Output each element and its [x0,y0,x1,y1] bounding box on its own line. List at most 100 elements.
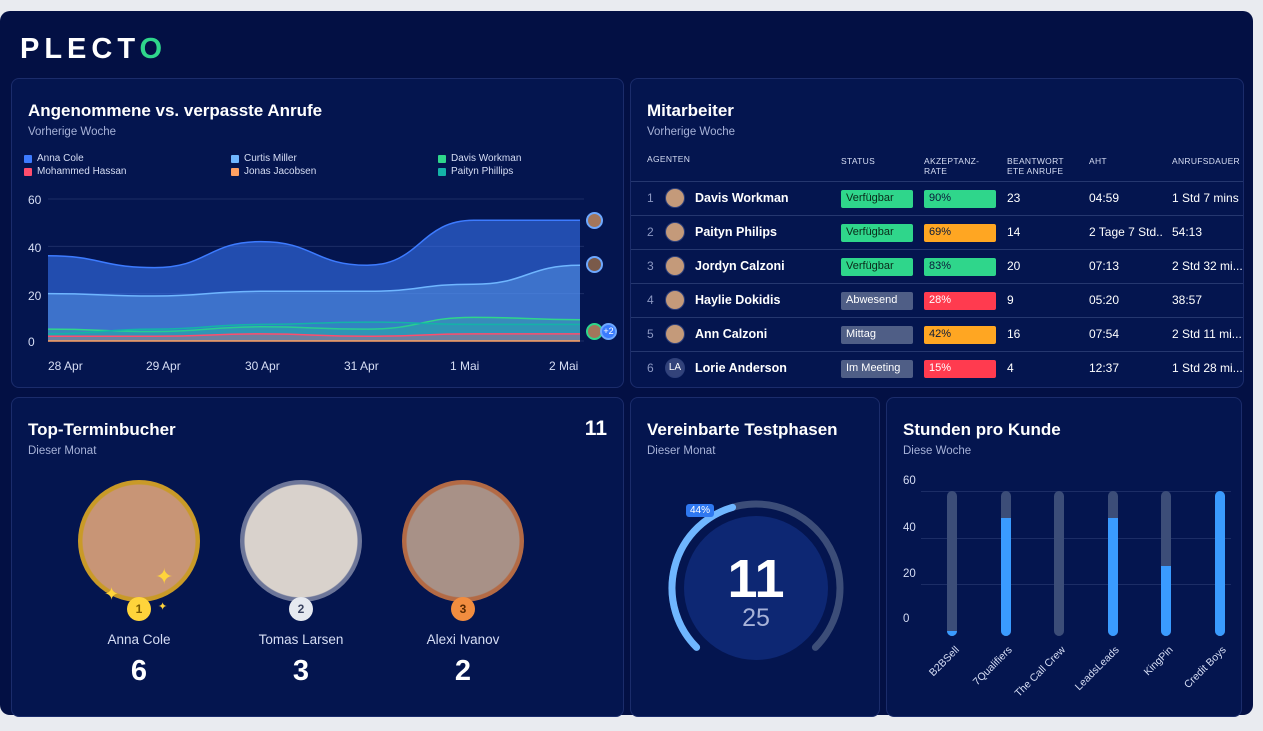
bar-category-label: The Call Crew [1012,644,1069,700]
trials-title: Vereinbarte Testphasen [647,420,838,439]
avatar [665,222,685,242]
gauge-glow [684,516,828,660]
more-series-badge[interactable]: +2 [600,323,617,340]
legend-item[interactable]: Anna Cole [24,153,84,164]
y-tick-label: 40 [28,241,42,255]
answered-calls: 16 [1007,327,1021,341]
y-tick-label: 40 [903,522,916,534]
hours-subtitle: Diese Woche [903,445,972,457]
table-row[interactable]: 2 Paityn Philips Verfügbar 69% 14 2 Tage 7 St… [631,215,1243,249]
bar-track[interactable] [1161,491,1171,636]
col-header-agents[interactable]: AGENTEN [647,154,691,164]
agent-name[interactable]: Jordyn Calzoni [695,259,785,273]
bar-track[interactable] [1000,491,1011,636]
legend-item[interactable]: Jonas Jacobsen [231,166,316,177]
legend-swatch [24,167,32,176]
table-row[interactable]: 1 Davis Workman Verfügbar 90% 23 04:59 1 Std 7… [631,181,1243,215]
bar-category-label: KingPin [1141,644,1176,679]
col-header-rate[interactable]: AKZEPTANZ- RATE [924,156,980,176]
agent-name[interactable]: Paityn Philips [695,225,777,239]
series-avatar-marker[interactable] [586,256,603,273]
row-rank: 2 [647,225,654,239]
x-tick-label: 31 Apr [344,359,379,373]
rank-medal-bronze: 3 [451,597,475,621]
row-rank: 3 [647,259,654,273]
x-tick-label: 30 Apr [245,359,280,373]
x-tick-label: 28 Apr [48,359,83,373]
agent-name[interactable]: Ann Calzoni [695,327,768,341]
series-line [47,264,581,297]
area-series[interactable] [48,220,580,341]
answered-calls: 23 [1007,191,1021,205]
x-tick-label: 2 Mai [549,359,579,373]
answered-calls: 9 [1007,293,1014,307]
col-header-aht[interactable]: AHT [1089,156,1107,166]
top-bookers-panel: Top-Terminbucher Dieser Monat 11 ✦ ✦ ✦ 1… [11,397,624,717]
bar[interactable] [1000,517,1011,636]
bar[interactable] [1161,565,1171,636]
col-header-status[interactable]: STATUS [841,156,876,166]
grid-line [921,491,1231,492]
table-row[interactable]: 4 Haylie Dokidis Abwesend 28% 9 05:20 38:57 [631,283,1243,317]
area-series[interactable] [48,333,580,341]
y-tick-label: 0 [28,335,35,349]
table-row[interactable]: 3 Jordyn Calzoni Verfügbar 83% 20 07:13 2 Std … [631,249,1243,283]
aht-value: 12:37 [1089,361,1120,375]
answered-calls: 4 [1007,361,1014,375]
bar[interactable] [947,631,957,636]
legend-item[interactable]: Curtis Miller [231,153,297,164]
legend-item[interactable]: Davis Workman [438,153,521,164]
rate-badge: 69% [924,224,996,242]
legend-swatch [231,167,239,176]
booker-name: Anna Cole [107,632,171,647]
bar-category-label: B2BSell [926,644,962,679]
grid-line [921,584,1231,585]
booker-value: 2 [454,655,472,687]
bar-track[interactable] [947,491,957,636]
status-badge: Abwesend [841,292,913,310]
agent-name[interactable]: Lorie Anderson [695,361,787,375]
series-avatar-marker[interactable] [586,212,603,229]
y-tick-label: 60 [28,193,42,207]
area-series[interactable] [48,317,580,341]
y-tick-label: 20 [28,289,42,303]
trials-panel: Vereinbarte Testphasen Dieser Monat 44% … [630,397,880,717]
avatar [665,188,685,208]
booker-name: Tomas Larsen [258,632,344,647]
area-series[interactable] [48,265,580,341]
col-header-duration[interactable]: ANRUFSDAUER [1172,156,1241,166]
bar-track[interactable] [1214,491,1225,636]
rank-medal-gold: 1 [127,597,151,621]
agent-name[interactable]: Haylie Dokidis [695,293,781,307]
bar-category-label: 7Qualifiers [971,644,1015,688]
avatar [665,324,685,344]
row-rank: 4 [647,293,654,307]
avatar[interactable] [402,480,524,602]
avatar[interactable] [78,480,200,602]
gauge-progress [668,503,737,651]
bar[interactable] [1214,491,1225,636]
booker-name: Alexi Ivanov [426,632,500,647]
calls-chart-title: Angenommene vs. verpasste Anrufe [28,101,323,120]
table-row[interactable]: 5 Ann Calzoni Mittag 42% 16 07:54 2 Std 11 mi.… [631,317,1243,351]
plecto-logo: PLECTO [20,33,168,65]
staff-subtitle: Vorherige Woche [647,126,736,138]
bar[interactable] [1107,517,1118,636]
bar-track[interactable] [1054,491,1064,636]
col-header-answered[interactable]: BEANTWORT ETE ANRUFE [1007,156,1064,176]
avatar[interactable] [240,480,362,602]
hours-panel: Stunden pro Kunde Diese Woche 60 40 20 0… [886,397,1242,717]
legend-item[interactable]: Mohammed Hassan [24,166,126,177]
staff-table-panel: Mitarbeiter Vorherige Woche AGENTEN STAT… [630,78,1244,388]
agent-name[interactable]: Davis Workman [695,191,789,205]
rate-badge: 90% [924,190,996,208]
table-row[interactable]: 6 LA Lorie Anderson Im Meeting 15% 4 12:37 1 St… [631,351,1243,385]
legend-item[interactable]: Paityn Phillips [438,166,513,177]
status-badge: Verfügbar [841,258,913,276]
status-badge: Im Meeting [841,360,913,378]
booker-value: 6 [130,655,148,687]
bar-track[interactable] [1107,491,1118,636]
trials-gauge [668,500,844,660]
legend-swatch [231,154,239,163]
y-tick-label: 0 [903,613,910,625]
